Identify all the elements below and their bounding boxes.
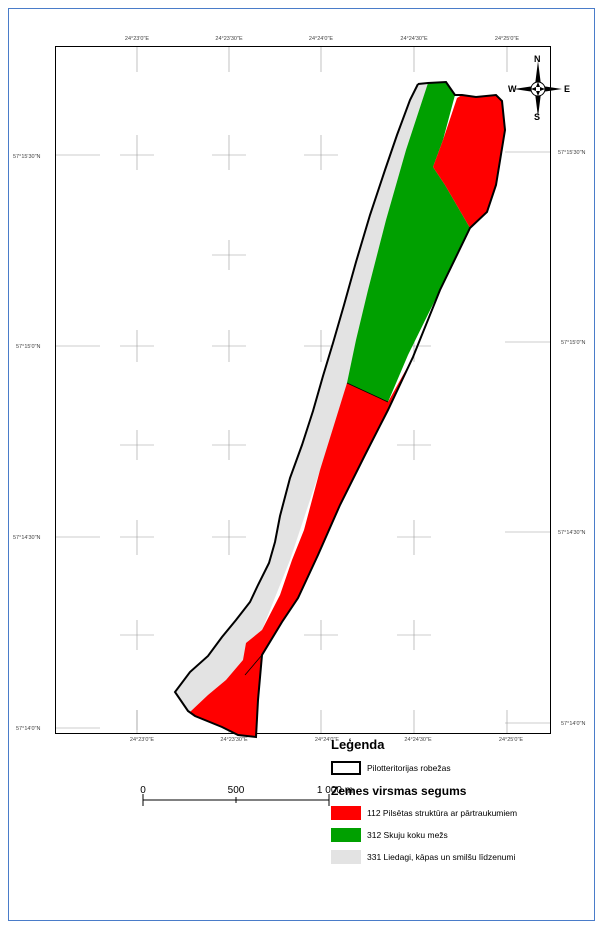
legend-label-beach: 331 Liedagi, kāpas un smilšu līdzenumi bbox=[367, 852, 516, 862]
legend-row-urban: 112 Pilsētas struktūra ar pārtraukumiem bbox=[331, 803, 546, 823]
scale-label-0: 0 bbox=[140, 785, 146, 796]
beach-zone bbox=[175, 83, 428, 727]
scale-label-500: 500 bbox=[227, 785, 245, 796]
legend-subtitle: Zemes virsmas segums bbox=[331, 784, 467, 798]
coord-top-3: 24°24'0"E bbox=[308, 36, 334, 42]
compass-rose-icon bbox=[514, 61, 562, 117]
coord-top-1: 24°23'0"E bbox=[124, 36, 150, 42]
coord-right-4: 57°14'0"N bbox=[561, 721, 586, 727]
forest-swatch bbox=[331, 828, 361, 842]
coord-left-1: 57°15'30"N bbox=[13, 154, 41, 160]
legend-row-beach: 331 Liedagi, kāpas un smilšu līdzenumi bbox=[331, 847, 546, 867]
legend-row-forest: 312 Skuju koku mežs bbox=[331, 825, 546, 845]
coord-left-3: 57°14'30"N bbox=[13, 535, 41, 541]
compass-e: E bbox=[564, 84, 571, 94]
urban-swatch bbox=[331, 806, 361, 820]
coord-left-4: 57°14'0"N bbox=[16, 726, 41, 732]
compass-s: S bbox=[534, 112, 541, 122]
coord-bottom-3: 24°24'0"E bbox=[314, 737, 340, 743]
coord-left-2: 57°15'0"N bbox=[16, 344, 41, 350]
forest-zone bbox=[347, 82, 470, 402]
pilot-boundary bbox=[173, 80, 507, 739]
coord-top-4: 24°24'30"E bbox=[400, 36, 428, 42]
coord-bottom-2: 24°23'30"E bbox=[220, 737, 248, 743]
urban-zone-south bbox=[190, 357, 413, 737]
compass-n: N bbox=[534, 54, 541, 64]
beach-swatch bbox=[331, 850, 361, 864]
coord-bottom-1: 24°23'0"E bbox=[129, 737, 155, 743]
coord-right-3: 57°14'30"N bbox=[558, 530, 586, 536]
legend-label-boundary: Pilotteritorijas robežas bbox=[367, 763, 451, 773]
boundary-swatch bbox=[331, 761, 361, 775]
scale-label-1000: 1 000 m bbox=[316, 785, 354, 796]
urban-zone-north bbox=[433, 95, 505, 228]
compass-w: W bbox=[508, 84, 517, 94]
coord-top-5: 24°25'0"E bbox=[494, 36, 520, 42]
legend-row-boundary: Pilotteritorijas robežas bbox=[331, 758, 546, 778]
legend-label-forest: 312 Skuju koku mežs bbox=[367, 830, 448, 840]
legend-label-urban: 112 Pilsētas struktūra ar pārtraukumiem bbox=[367, 808, 518, 818]
scale-bar bbox=[142, 794, 330, 806]
coord-right-1: 57°15'30"N bbox=[558, 150, 586, 156]
coord-bottom-4: 24°24'30"E bbox=[404, 737, 432, 743]
coord-bottom-5: 24°25'0"E bbox=[498, 737, 524, 743]
coord-top-2: 24°23'30"E bbox=[215, 36, 243, 42]
coord-right-2: 57°15'0"N bbox=[561, 340, 586, 346]
legend-title: Leģenda bbox=[331, 737, 385, 752]
legend: Leģenda Pilotteritorijas robežas Zemes v… bbox=[331, 737, 546, 869]
